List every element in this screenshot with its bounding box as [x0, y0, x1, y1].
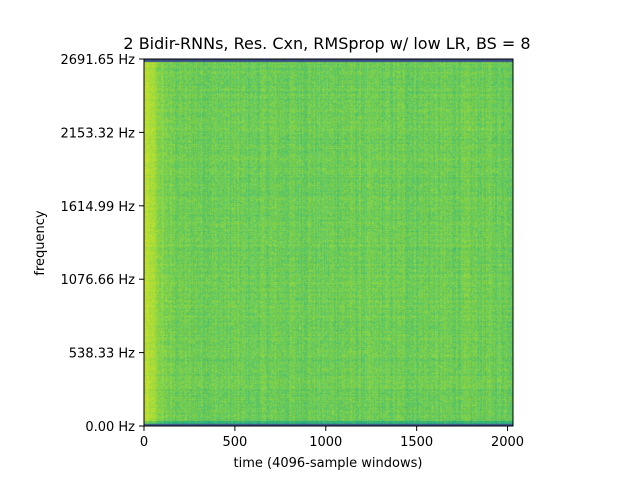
y-axis: 0.00 Hz 538.33 Hz 1076.66 Hz 1614.99 Hz 2153… [61, 53, 144, 435]
y-tick-label: 2691.65 Hz [61, 53, 136, 68]
heatmap-image [144, 59, 513, 426]
y-tick-label: 2153.32 Hz [61, 126, 136, 141]
x-axis-label: time (4096-sample windows) [234, 456, 423, 471]
y-tick-label: 1076.66 Hz [61, 273, 136, 288]
x-tick-label: 1000 [309, 435, 342, 450]
y-tick-label: 1614.99 Hz [61, 200, 136, 215]
x-tick-label: 500 [222, 435, 247, 450]
y-tick-label: 0.00 Hz [85, 420, 135, 435]
chart-title: 2 Bidir-RNNs, Res. Cxn, RMSprop w/ low L… [123, 34, 530, 53]
x-tick-label: 2000 [491, 435, 524, 450]
x-tick-label: 0 [140, 435, 148, 450]
x-axis: 0 500 1000 1500 2000 [140, 426, 524, 450]
y-axis-label: frequency [33, 210, 48, 276]
plot-area [144, 59, 513, 426]
x-tick-label: 1500 [400, 435, 433, 450]
y-tick-label: 538.33 Hz [69, 347, 135, 362]
plot-frame [143, 58, 514, 427]
